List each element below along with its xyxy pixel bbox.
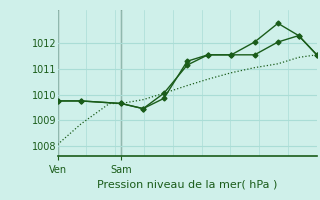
X-axis label: Pression niveau de la mer( hPa ): Pression niveau de la mer( hPa ) [97, 179, 277, 189]
